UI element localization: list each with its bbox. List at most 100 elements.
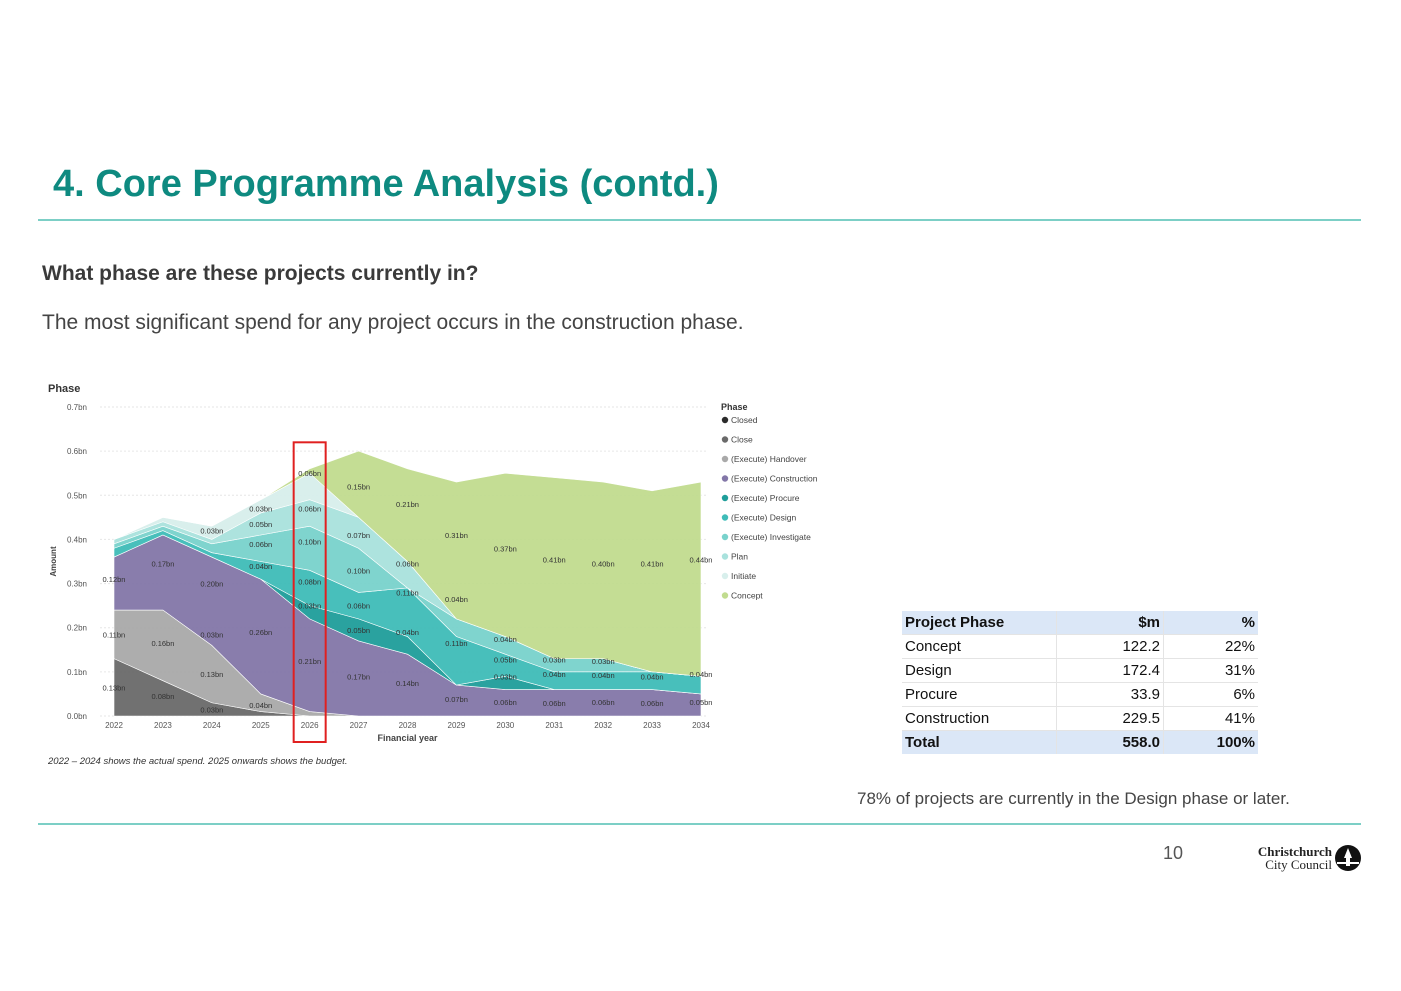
- data-label: 0.31bn: [445, 531, 468, 540]
- y-tick-label: 0.2bn: [67, 624, 87, 633]
- data-label: 0.06bn: [396, 560, 419, 569]
- legend-item: (Execute) Construction: [731, 474, 818, 484]
- data-label: 0.21bn: [396, 500, 419, 509]
- table-cell: Procure: [902, 682, 1057, 707]
- data-label: 0.12bn: [103, 575, 126, 584]
- table-cell: 6%: [1163, 682, 1258, 707]
- legend-item: (Execute) Investigate: [731, 532, 811, 542]
- data-label: 0.41bn: [641, 560, 664, 569]
- table-header-cell: Project Phase: [902, 611, 1057, 635]
- x-tick-label: 2023: [154, 721, 172, 730]
- design-phase-note: 78% of projects are currently in the Des…: [857, 789, 1290, 808]
- data-label: 0.05bn: [690, 698, 713, 707]
- data-label: 0.03bn: [494, 672, 517, 681]
- table-header-cell: %: [1163, 611, 1258, 635]
- legend-item: (Execute) Handover: [731, 454, 807, 464]
- section-statement: The most significant spend for any proje…: [42, 311, 744, 334]
- data-label: 0.04bn: [445, 595, 468, 604]
- data-label: 0.03bn: [200, 705, 223, 714]
- y-tick-label: 0.3bn: [67, 580, 87, 589]
- data-label: 0.06bn: [298, 469, 321, 478]
- data-label: 0.04bn: [641, 672, 664, 681]
- cathedral-icon: [1335, 845, 1361, 871]
- data-label: 0.05bn: [494, 655, 517, 664]
- x-tick-label: 2030: [496, 721, 514, 730]
- table-row: Concept 122.2 22%: [902, 634, 1258, 659]
- y-tick-label: 0.6bn: [67, 447, 87, 456]
- x-tick-label: 2031: [545, 721, 563, 730]
- data-label: 0.41bn: [543, 555, 566, 564]
- data-label: 0.03bn: [200, 527, 223, 536]
- legend-marker: [721, 494, 729, 502]
- data-label: 0.06bn: [592, 698, 615, 707]
- x-axis-label: Financial year: [377, 733, 438, 743]
- phase-spend-table: Project Phase $m % Concept 122.2 22% Des…: [902, 611, 1258, 754]
- table-cell: 22%: [1163, 634, 1258, 659]
- y-tick-label: 0.5bn: [67, 491, 87, 500]
- legend-marker: [721, 533, 729, 541]
- table-header-cell: $m: [1056, 611, 1164, 635]
- data-label: 0.03bn: [200, 630, 223, 639]
- table-cell: Design: [902, 658, 1057, 683]
- data-label: 0.37bn: [494, 544, 517, 553]
- x-tick-label: 2027: [350, 721, 368, 730]
- data-label: 0.21bn: [298, 657, 321, 666]
- data-label: 0.16bn: [151, 639, 174, 648]
- data-label: 0.04bn: [249, 562, 272, 571]
- data-label: 0.17bn: [347, 672, 370, 681]
- table-cell: Total: [902, 730, 1057, 754]
- x-tick-label: 2034: [692, 721, 710, 730]
- x-tick-label: 2028: [399, 721, 417, 730]
- y-tick-label: 0.4bn: [67, 535, 87, 544]
- table-cell: 122.2: [1056, 634, 1164, 659]
- legend-title: Phase: [721, 402, 748, 412]
- footer-divider: [38, 823, 1361, 825]
- x-tick-label: 2024: [203, 721, 221, 730]
- data-label: 0.13bn: [103, 683, 126, 692]
- page-number: 10: [1163, 843, 1184, 863]
- table-cell: Concept: [902, 634, 1057, 659]
- data-label: 0.26bn: [249, 628, 272, 637]
- data-label: 0.03bn: [298, 602, 321, 611]
- data-label: 0.40bn: [592, 560, 615, 569]
- legend-marker: [721, 514, 729, 521]
- table-row: Construction 229.5 41%: [902, 706, 1258, 731]
- data-label: 0.44bn: [690, 555, 713, 564]
- table-cell: 31%: [1163, 658, 1258, 683]
- legend-marker: [721, 436, 729, 443]
- section-question: What phase are these projects currently …: [42, 262, 479, 285]
- data-label: 0.17bn: [151, 560, 174, 569]
- legend-marker: [721, 553, 729, 560]
- table-row: Design 172.4 31%: [902, 658, 1258, 683]
- highlight-box: [292, 441, 327, 743]
- table-cell: 41%: [1163, 706, 1258, 731]
- area-series-concept: [113, 450, 702, 677]
- x-tick-label: 2032: [594, 721, 612, 730]
- data-label: 0.06bn: [249, 540, 272, 549]
- data-label: 0.06bn: [641, 699, 664, 708]
- data-label: 0.04bn: [543, 670, 566, 679]
- y-tick-label: 0.0bn: [67, 712, 87, 721]
- data-label: 0.07bn: [445, 695, 468, 704]
- data-label: 0.04bn: [592, 671, 615, 680]
- data-label: 0.10bn: [298, 538, 321, 547]
- data-label: 0.03bn: [249, 505, 272, 514]
- legend-marker: [721, 475, 729, 482]
- council-logo: Christchurch City Council: [1246, 844, 1362, 874]
- x-tick-label: 2022: [105, 721, 123, 730]
- data-label: 0.07bn: [347, 531, 370, 540]
- legend-item: (Execute) Procure: [731, 493, 800, 503]
- x-tick-label: 2029: [448, 721, 466, 730]
- table-cell: 100%: [1163, 730, 1258, 754]
- chart-note: 2022 – 2024 shows the actual spend. 2025…: [47, 756, 347, 767]
- legend-item: Plan: [731, 552, 748, 562]
- data-label: 0.06bn: [347, 602, 370, 611]
- logo-line-1: Christchurch: [1257, 844, 1332, 859]
- legend-item: Concept: [731, 591, 763, 601]
- data-label: 0.10bn: [347, 566, 370, 575]
- legend-item: Close: [731, 435, 753, 445]
- table-cell: 229.5: [1056, 706, 1164, 731]
- legend-marker: [721, 592, 729, 599]
- data-label: 0.04bn: [249, 701, 272, 710]
- chart-title: Phase: [48, 383, 80, 395]
